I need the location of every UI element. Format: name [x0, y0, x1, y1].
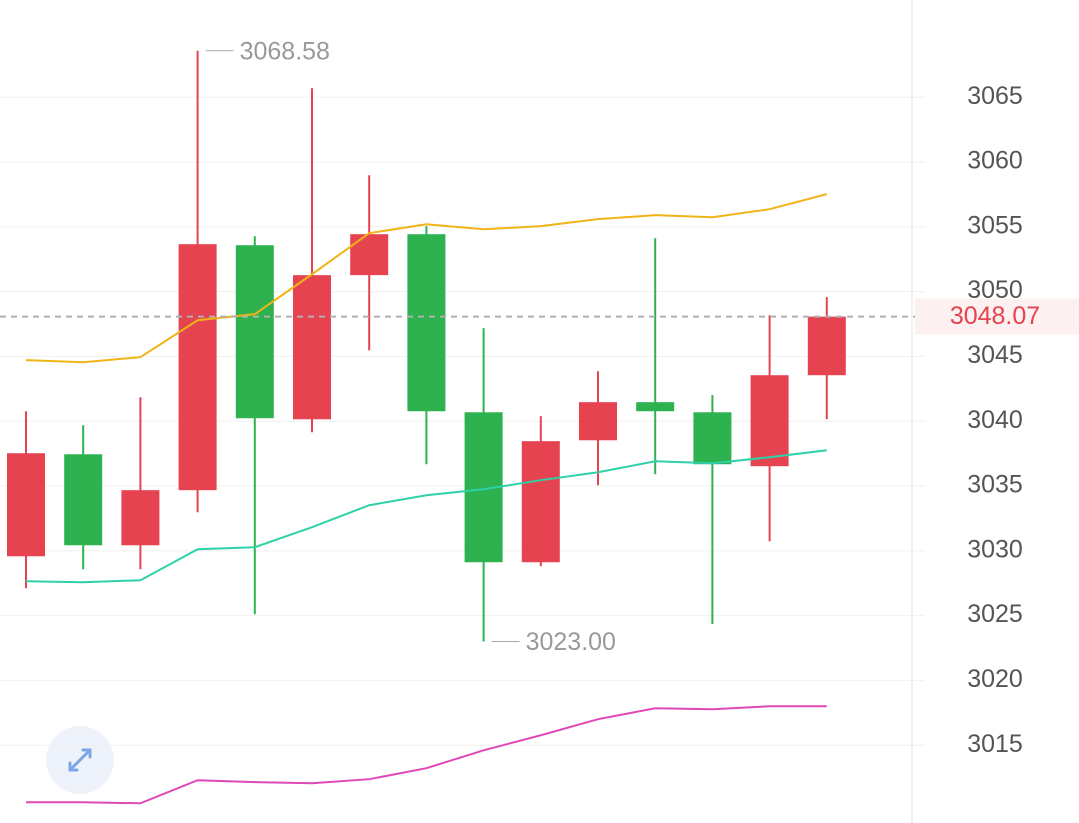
y-tick-label: 3035	[967, 471, 1023, 499]
candle-body	[636, 402, 675, 412]
candle-body	[350, 234, 389, 276]
y-tick-label: 3045	[967, 341, 1023, 369]
candle-body	[64, 454, 103, 546]
moving-average-line	[26, 705, 827, 805]
candle-body	[750, 375, 789, 467]
candle-body	[178, 244, 217, 491]
expand-icon[interactable]	[68, 748, 92, 772]
y-tick-label: 3040	[967, 406, 1023, 434]
high-annotation: 3068.58	[240, 37, 330, 65]
y-tick-label: 3015	[967, 730, 1023, 758]
grid	[0, 96, 925, 746]
y-tick-label: 3055	[967, 211, 1023, 239]
current-price-label: 3048.07	[950, 302, 1040, 330]
candle-body	[7, 453, 45, 557]
y-tick-label: 3030	[967, 535, 1023, 563]
y-tick-label: 3020	[967, 665, 1023, 693]
y-tick-label: 3060	[967, 147, 1023, 175]
low-annotation: 3023.00	[526, 628, 616, 656]
candle-body	[579, 402, 617, 441]
candle-body	[293, 275, 331, 420]
candle-body	[235, 245, 274, 419]
y-tick-label: 3065	[967, 82, 1023, 110]
candle-body	[693, 412, 732, 465]
current-price-box	[915, 298, 1079, 335]
candle-body	[807, 316, 846, 376]
candle-body	[407, 234, 446, 412]
expand-button[interactable]	[46, 726, 114, 794]
candle-body	[121, 490, 160, 546]
moving-average-line	[25, 449, 827, 584]
candle-body	[521, 441, 560, 563]
y-tick-label: 3025	[967, 600, 1023, 628]
moving-average-line	[25, 193, 828, 364]
